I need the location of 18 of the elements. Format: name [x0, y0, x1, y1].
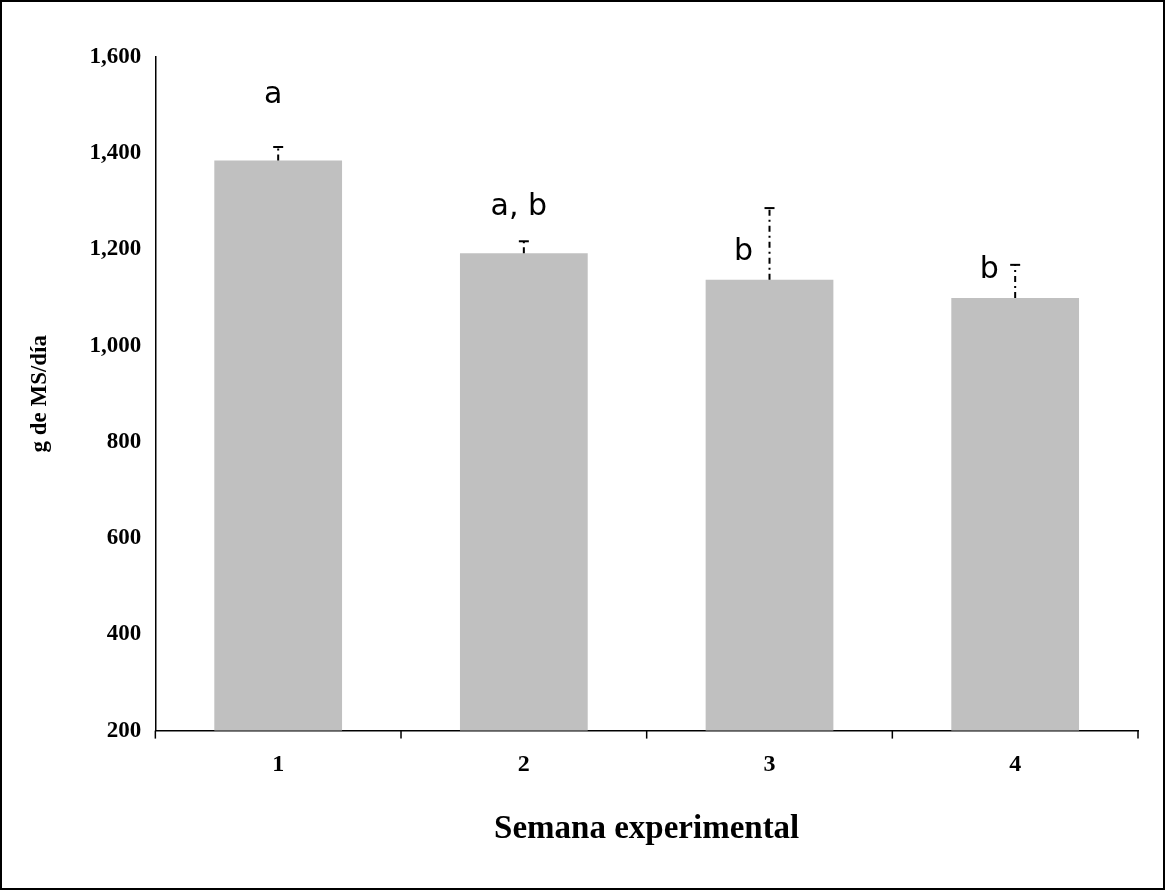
- y-axis-title: g de MS/día: [25, 334, 51, 453]
- x-tick-label: 3: [763, 750, 776, 777]
- y-tick-label: 600: [106, 524, 142, 550]
- y-tick-label: 1,200: [89, 235, 142, 261]
- annotation: a, b: [490, 187, 548, 223]
- y-tick-label: 1,000: [89, 331, 142, 357]
- y-tick-label: 1,600: [89, 42, 142, 68]
- annotation: b: [979, 249, 999, 285]
- y-tick-label: 200: [106, 716, 142, 742]
- x-tick-label: 2: [517, 750, 530, 777]
- y-tick-label: 1,400: [89, 139, 142, 165]
- x-tick-label: 4: [1009, 750, 1022, 777]
- annotation: a: [263, 74, 283, 110]
- x-axis-title: Semana experimental: [494, 808, 800, 845]
- annotation: b: [733, 231, 754, 267]
- x-tick-label: 1: [272, 750, 285, 777]
- y-tick-label: 800: [106, 427, 142, 453]
- y-tick-label: 400: [106, 620, 142, 646]
